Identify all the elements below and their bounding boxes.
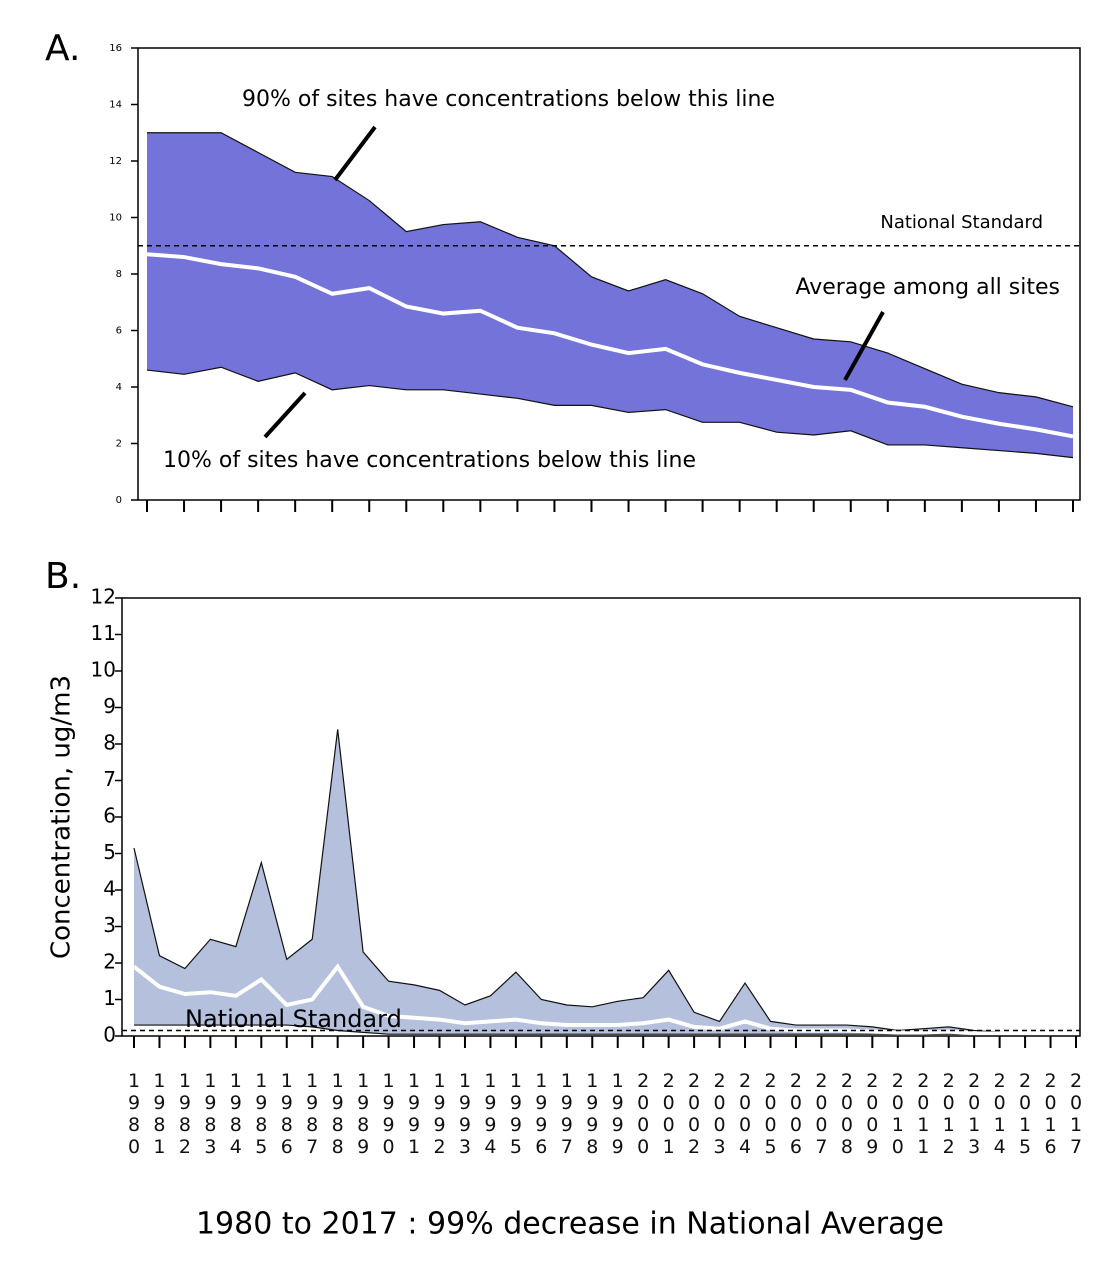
y-tick-label: 10: [109, 213, 122, 224]
x-tick-label: 2011: [912, 1070, 935, 1158]
pointer: [263, 391, 307, 439]
y-tick-label: 4: [116, 382, 122, 393]
x-tick-label: 2015: [1014, 1070, 1037, 1158]
annotation: 90% of sites have concentrations below t…: [242, 87, 775, 112]
upper-area: [134, 729, 1026, 1036]
x-tick-label: 2001: [657, 1070, 680, 1158]
lower-line: [134, 1024, 1026, 1035]
x-tick-label: 1987: [301, 1070, 324, 1158]
pointer: [333, 125, 377, 182]
y-tick-label: 0: [116, 495, 122, 506]
x-tick-label: 2002: [683, 1070, 706, 1158]
x-tick-label: 2017: [1065, 1070, 1087, 1158]
x-tick-label: 1999: [606, 1070, 629, 1158]
y-tick-label: 14: [109, 100, 122, 111]
y-axis-label: Concentration, ug/m3: [47, 675, 77, 959]
x-tick-label: 2014: [988, 1070, 1011, 1158]
y-tick-label: 7: [103, 767, 116, 791]
x-tick-label: 2000: [632, 1070, 655, 1158]
lower-area: [147, 367, 1073, 500]
y-tick-label: 6: [116, 326, 122, 337]
x-tick-label: 2007: [810, 1070, 833, 1158]
x-tick-label: 1993: [453, 1070, 476, 1158]
average-line: [132, 963, 1026, 1037]
y-tick-label: 0: [103, 1023, 116, 1047]
y-tick-label: 5: [103, 840, 116, 864]
x-tick-label: 1981: [148, 1070, 171, 1158]
y-tick-label: 11: [91, 621, 116, 645]
x-tick-label: 1992: [428, 1070, 451, 1158]
annotation: National Standard: [185, 1005, 402, 1033]
y-tick-label: 4: [103, 877, 116, 901]
y-tick-label: 12: [91, 585, 116, 609]
x-tick-label: 2003: [708, 1070, 731, 1158]
x-tick-label: 2013: [963, 1070, 986, 1158]
y-tick-label: 10: [91, 658, 116, 682]
y-tick-label: 2: [103, 950, 116, 974]
lower-area: [134, 1025, 1026, 1036]
x-tick-label: 1983: [199, 1070, 222, 1158]
caption: 1980 to 2017 : 99% decrease in National …: [196, 1207, 944, 1242]
panel-label: A.: [45, 28, 80, 69]
x-tick-label: 1994: [479, 1070, 502, 1158]
y-tick-label: 9: [103, 694, 116, 718]
x-tick-label: 2010: [886, 1070, 909, 1158]
x-tick-label: 1985: [250, 1070, 273, 1158]
average-line: [146, 252, 1074, 439]
y-tick-label: 3: [103, 913, 116, 937]
y-tick-label: 1: [103, 986, 116, 1010]
y-tick-label: 16: [109, 43, 122, 54]
upper-line: [133, 729, 1026, 1035]
x-tick-label: 2016: [1039, 1070, 1062, 1158]
annotation: Average among all sites: [795, 275, 1060, 300]
x-tick-label: 1986: [275, 1070, 298, 1158]
x-tick-label: 1988: [326, 1070, 349, 1158]
panel-label: B.: [45, 556, 81, 597]
pointer: [843, 311, 885, 381]
x-tick-label: 1990: [377, 1070, 400, 1158]
x-tick-label: 1995: [504, 1070, 527, 1158]
x-tick-label: 2009: [861, 1070, 884, 1158]
x-tick-label: 2006: [784, 1070, 807, 1158]
upper-line: [147, 132, 1074, 408]
y-tick-label: 8: [103, 731, 116, 755]
x-tick-label: 1996: [530, 1070, 553, 1158]
x-tick-label: 2005: [759, 1070, 782, 1158]
x-tick-label: 2004: [734, 1070, 757, 1158]
x-tick-label: 1984: [224, 1070, 247, 1158]
x-tick-label: 1980: [123, 1070, 145, 1158]
x-tick-label: 1991: [403, 1070, 426, 1158]
x-tick-label: 1982: [173, 1070, 196, 1158]
lower-line: [146, 366, 1074, 459]
y-tick-label: 12: [109, 156, 122, 167]
pointers: [263, 125, 885, 439]
x-tick-label: 2008: [835, 1070, 858, 1158]
x-tick-label: 1997: [555, 1070, 578, 1158]
annotation: 10% of sites have concentrations below t…: [163, 448, 696, 473]
x-tick-label: 1998: [581, 1070, 604, 1158]
x-tick-label: 1989: [352, 1070, 375, 1158]
x-tick-label: 2012: [937, 1070, 960, 1158]
annotation: National Standard: [880, 212, 1043, 233]
y-tick-label: 6: [103, 804, 116, 828]
y-tick-label: 8: [116, 269, 122, 280]
y-tick-label: 2: [116, 439, 122, 450]
